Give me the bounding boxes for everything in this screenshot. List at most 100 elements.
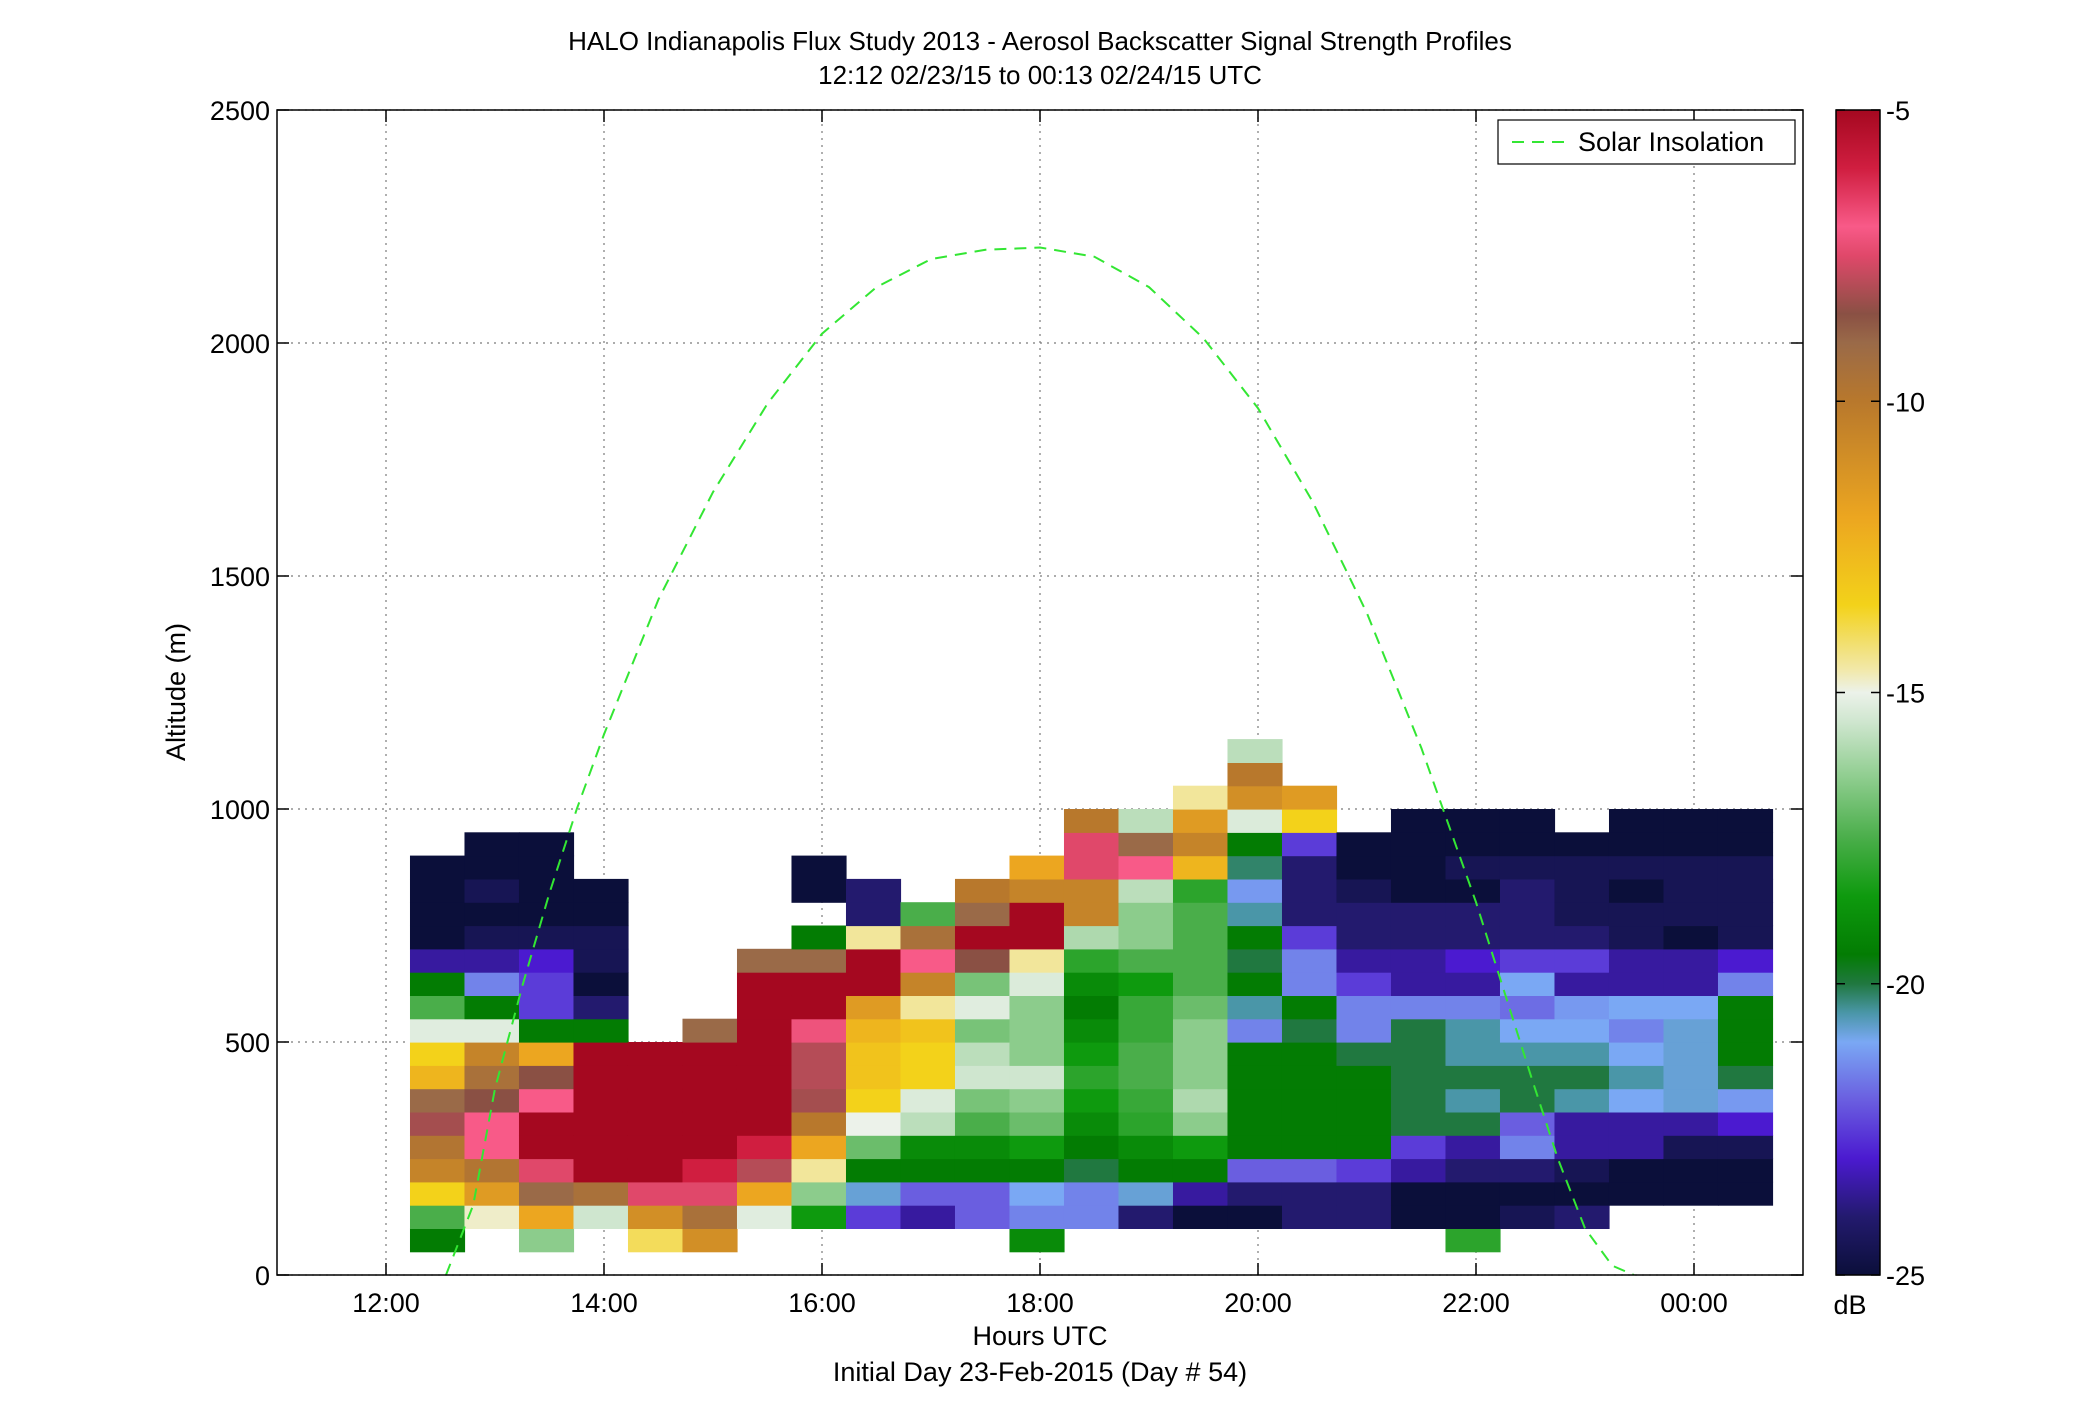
heatmap-cell [518, 832, 575, 857]
heatmap-cell [1717, 925, 1774, 950]
heatmap-cell [1172, 809, 1229, 833]
heatmap-cell [1554, 878, 1610, 903]
heatmap-cell [1227, 1111, 1283, 1136]
heatmap-cell [464, 902, 520, 927]
x-axis-label-2: Initial Day 23-Feb-2015 (Day # 54) [833, 1357, 1247, 1387]
heatmap-cell [1608, 878, 1665, 903]
heatmap-cell [1063, 809, 1120, 833]
heatmap-cell [409, 855, 466, 880]
heatmap-cell [1063, 995, 1120, 1020]
heatmap-cell [1172, 832, 1229, 857]
heatmap-cell [900, 972, 956, 996]
heatmap-cell [1663, 809, 1719, 833]
heatmap-cell [1063, 1158, 1120, 1183]
heatmap-cell [1554, 972, 1610, 996]
heatmap-cell [1445, 1111, 1501, 1136]
heatmap-cell [1227, 855, 1283, 880]
heatmap-cell [1663, 1158, 1719, 1183]
heatmap-cell [1118, 1018, 1174, 1043]
heatmap-cell [1336, 878, 1392, 903]
heatmap-cell [1336, 1088, 1392, 1113]
heatmap-cell [1063, 855, 1120, 880]
heatmap-cell [1608, 1135, 1665, 1160]
heatmap-cell [518, 995, 575, 1020]
heatmap-cell [1009, 1205, 1065, 1229]
heatmap-cell [518, 1065, 575, 1090]
heatmap-cell [1063, 1088, 1120, 1113]
heatmap-cell [845, 1205, 902, 1229]
heatmap-cell [409, 1228, 466, 1253]
heatmap-cell [1172, 995, 1229, 1020]
heatmap-cell [954, 1065, 1011, 1090]
heatmap-cell [791, 855, 847, 880]
heatmap-cell [1608, 948, 1665, 973]
heatmap-cell [573, 1158, 629, 1183]
heatmap-cell [791, 995, 847, 1020]
x-tick-label: 22:00 [1442, 1288, 1510, 1318]
heatmap-cell [791, 1088, 847, 1113]
heatmap-cell [1336, 1158, 1392, 1183]
heatmap-cell [518, 1181, 575, 1206]
heatmap-cell [1554, 832, 1610, 857]
heatmap-cell [1009, 1135, 1065, 1160]
heatmap-cell [1336, 1181, 1392, 1206]
heatmap-cell [518, 1042, 575, 1066]
heatmap-cell [573, 972, 629, 996]
x-tick-label: 14:00 [570, 1288, 638, 1318]
heatmap-cell [1445, 948, 1501, 973]
heatmap-cell [1227, 785, 1283, 810]
heatmap-cell [845, 1158, 902, 1183]
heatmap-cell [1663, 1042, 1719, 1066]
heatmap-cell [1336, 855, 1392, 880]
heatmap-cell [1390, 925, 1447, 950]
heatmap-cell [1009, 925, 1065, 950]
heatmap-cell [1390, 972, 1447, 996]
heatmap-cell [682, 1135, 738, 1160]
heatmap-cell [1009, 1111, 1065, 1136]
heatmap-cell [1009, 1042, 1065, 1066]
heatmap-cell [1499, 1065, 1556, 1090]
heatmap-cell [1390, 1205, 1447, 1229]
heatmap-cell [1063, 1065, 1120, 1090]
heatmap-cell [1717, 1065, 1774, 1090]
heatmap-cell [1336, 925, 1392, 950]
heatmap-cell [1227, 1158, 1283, 1183]
heatmap-cell [1063, 1042, 1120, 1066]
heatmap-cell [1717, 878, 1774, 903]
heatmap-cell [409, 1158, 466, 1183]
heatmap-cell [1663, 1111, 1719, 1136]
heatmap-cell [1717, 995, 1774, 1020]
x-axis-label: Hours UTC [972, 1321, 1107, 1351]
x-tick-label: 20:00 [1224, 1288, 1292, 1318]
heatmap-cell [1281, 902, 1338, 927]
heatmap-cell [845, 1018, 902, 1043]
heatmap-cell [791, 1135, 847, 1160]
heatmap-cell [1009, 902, 1065, 927]
heatmap-cell [573, 948, 629, 973]
heatmap-cell [627, 1111, 684, 1136]
heatmap-cell [900, 1042, 956, 1066]
heatmap-cell [1281, 1158, 1338, 1183]
heatmap-cell [1336, 995, 1392, 1020]
heatmap-cell [1390, 902, 1447, 927]
heatmap-cell [1445, 925, 1501, 950]
heatmap-cell [1172, 925, 1229, 950]
heatmap [409, 739, 1774, 1253]
heatmap-cell [627, 1042, 684, 1066]
heatmap-cell [1118, 1088, 1174, 1113]
heatmap-cell [954, 1181, 1011, 1206]
heatmap-cell [1336, 1018, 1392, 1043]
solar-insolation-series [445, 246, 1635, 1275]
heatmap-cell [1172, 1111, 1229, 1136]
heatmap-cell [464, 925, 520, 950]
heatmap-cell [736, 1181, 793, 1206]
heatmap-cell [1227, 832, 1283, 857]
heatmap-cell [1390, 948, 1447, 973]
heatmap-cell [1554, 1205, 1610, 1229]
colorbar-tick-label: -5 [1886, 96, 1910, 126]
heatmap-cell [791, 948, 847, 973]
heatmap-cell [1118, 1065, 1174, 1090]
heatmap-cell [845, 995, 902, 1020]
heatmap-cell [1281, 1018, 1338, 1043]
